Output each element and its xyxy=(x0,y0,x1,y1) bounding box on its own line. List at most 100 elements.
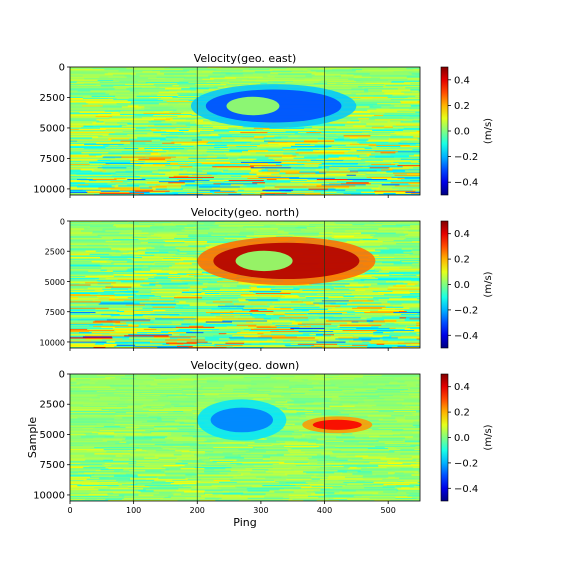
heatmap-cell xyxy=(131,276,156,278)
heatmap-cell xyxy=(149,462,176,465)
heatmap-cell xyxy=(95,116,113,118)
heatmap-cell xyxy=(396,284,416,286)
heatmap-cell xyxy=(343,135,371,137)
heatmap-cell xyxy=(70,290,105,293)
heatmap-cell xyxy=(327,477,364,480)
heatmap-cell xyxy=(207,398,221,400)
heatmap-cell xyxy=(148,186,168,188)
heatmap-cell xyxy=(160,97,185,100)
heatmap-cell xyxy=(389,332,410,334)
heatmap-cell xyxy=(401,261,420,263)
heatmap-cell xyxy=(313,190,353,193)
colorbar-tick-label: −0.4 xyxy=(454,331,478,342)
heatmap-cell xyxy=(196,237,225,240)
heatmap-cell xyxy=(132,243,158,245)
heatmap-cell xyxy=(144,108,189,110)
heatmap-cell xyxy=(250,153,284,155)
heatmap-cell xyxy=(217,159,255,162)
heatmap-cell xyxy=(102,105,129,107)
heatmap-cell xyxy=(305,435,338,437)
heatmap-cell xyxy=(70,109,116,112)
heatmap-cell xyxy=(176,294,192,296)
heatmap-cell xyxy=(148,239,187,241)
heatmap-cell xyxy=(401,222,420,224)
heatmap-cell xyxy=(82,96,101,99)
heatmap-cell xyxy=(188,172,208,174)
heatmap-cell xyxy=(249,286,258,288)
heatmap-cell xyxy=(102,265,144,267)
heatmap-cell xyxy=(81,376,89,378)
heatmap-cell xyxy=(87,376,131,378)
heatmap-cell xyxy=(318,166,326,168)
heatmap-cell xyxy=(166,186,200,188)
heatmap-cell xyxy=(169,111,184,114)
heatmap-cell xyxy=(370,135,391,137)
heatmap-cell xyxy=(366,465,379,467)
heatmap-cell xyxy=(183,319,226,321)
heatmap-cell xyxy=(114,132,154,134)
heatmap-cell xyxy=(70,97,84,100)
heatmap-cell xyxy=(186,257,194,259)
heatmap-cell xyxy=(356,443,374,446)
heatmap-cell xyxy=(389,276,420,278)
heatmap-cell xyxy=(189,231,214,233)
heatmap-cell xyxy=(157,346,189,348)
heatmap-cell xyxy=(214,191,238,194)
heatmap-cell xyxy=(325,172,367,174)
heatmap-cell xyxy=(180,376,193,378)
heatmap-cell xyxy=(351,118,359,120)
heatmap-cell xyxy=(402,403,420,405)
heatmap-cell xyxy=(370,342,399,345)
heatmap-cell xyxy=(219,472,251,474)
heatmap-cell xyxy=(151,140,159,142)
heatmap-cell xyxy=(90,480,98,483)
heatmap-cell xyxy=(80,462,106,465)
heatmap-cell xyxy=(129,191,151,194)
heatmap-cell xyxy=(114,423,135,426)
heatmap-cell xyxy=(153,233,178,236)
heatmap-cell xyxy=(318,330,344,332)
heatmap-cell xyxy=(163,227,185,229)
heatmap-cell xyxy=(298,132,307,134)
heatmap-cell xyxy=(103,407,123,410)
heatmap-cell xyxy=(253,306,275,309)
heatmap-cell xyxy=(115,92,140,94)
heatmap-cell xyxy=(128,462,137,465)
heatmap-cell xyxy=(255,448,292,450)
heatmap-cell xyxy=(414,426,420,429)
heatmap-cell xyxy=(70,340,92,342)
heatmap-cell xyxy=(211,330,250,332)
heatmap-cell xyxy=(165,374,191,376)
heatmap-cell xyxy=(399,433,420,435)
heatmap-cell xyxy=(324,448,340,450)
heatmap-cell xyxy=(336,129,373,132)
heatmap-cell xyxy=(70,411,111,413)
heatmap-cell xyxy=(70,278,100,280)
heatmap-cell xyxy=(374,119,407,121)
heatmap-cell xyxy=(114,88,127,90)
heatmap-cell xyxy=(225,342,245,345)
heatmap-cell xyxy=(113,475,139,477)
heatmap-cell xyxy=(385,384,408,386)
heatmap-cell xyxy=(242,344,286,347)
heatmap-cell xyxy=(97,441,120,444)
heatmap-cell xyxy=(70,293,99,295)
heatmap-cell xyxy=(307,179,318,181)
heatmap-cell xyxy=(206,172,250,174)
heatmap-cell xyxy=(244,457,263,459)
heatmap-cell xyxy=(369,73,413,75)
heatmap-cell xyxy=(111,465,137,467)
heatmap-cell xyxy=(353,97,361,100)
heatmap-cell xyxy=(144,154,162,156)
heatmap-cell xyxy=(120,241,131,243)
heatmap-cell xyxy=(337,413,381,415)
heatmap-cell xyxy=(402,129,420,132)
heatmap-cell xyxy=(154,379,194,381)
heatmap-cell xyxy=(201,478,230,481)
heatmap-cell xyxy=(200,375,216,377)
heatmap-cell xyxy=(263,405,290,408)
heatmap-cell xyxy=(125,375,138,377)
heatmap-cell xyxy=(183,69,217,71)
heatmap-cell xyxy=(407,326,420,329)
heatmap-cell xyxy=(397,289,410,292)
